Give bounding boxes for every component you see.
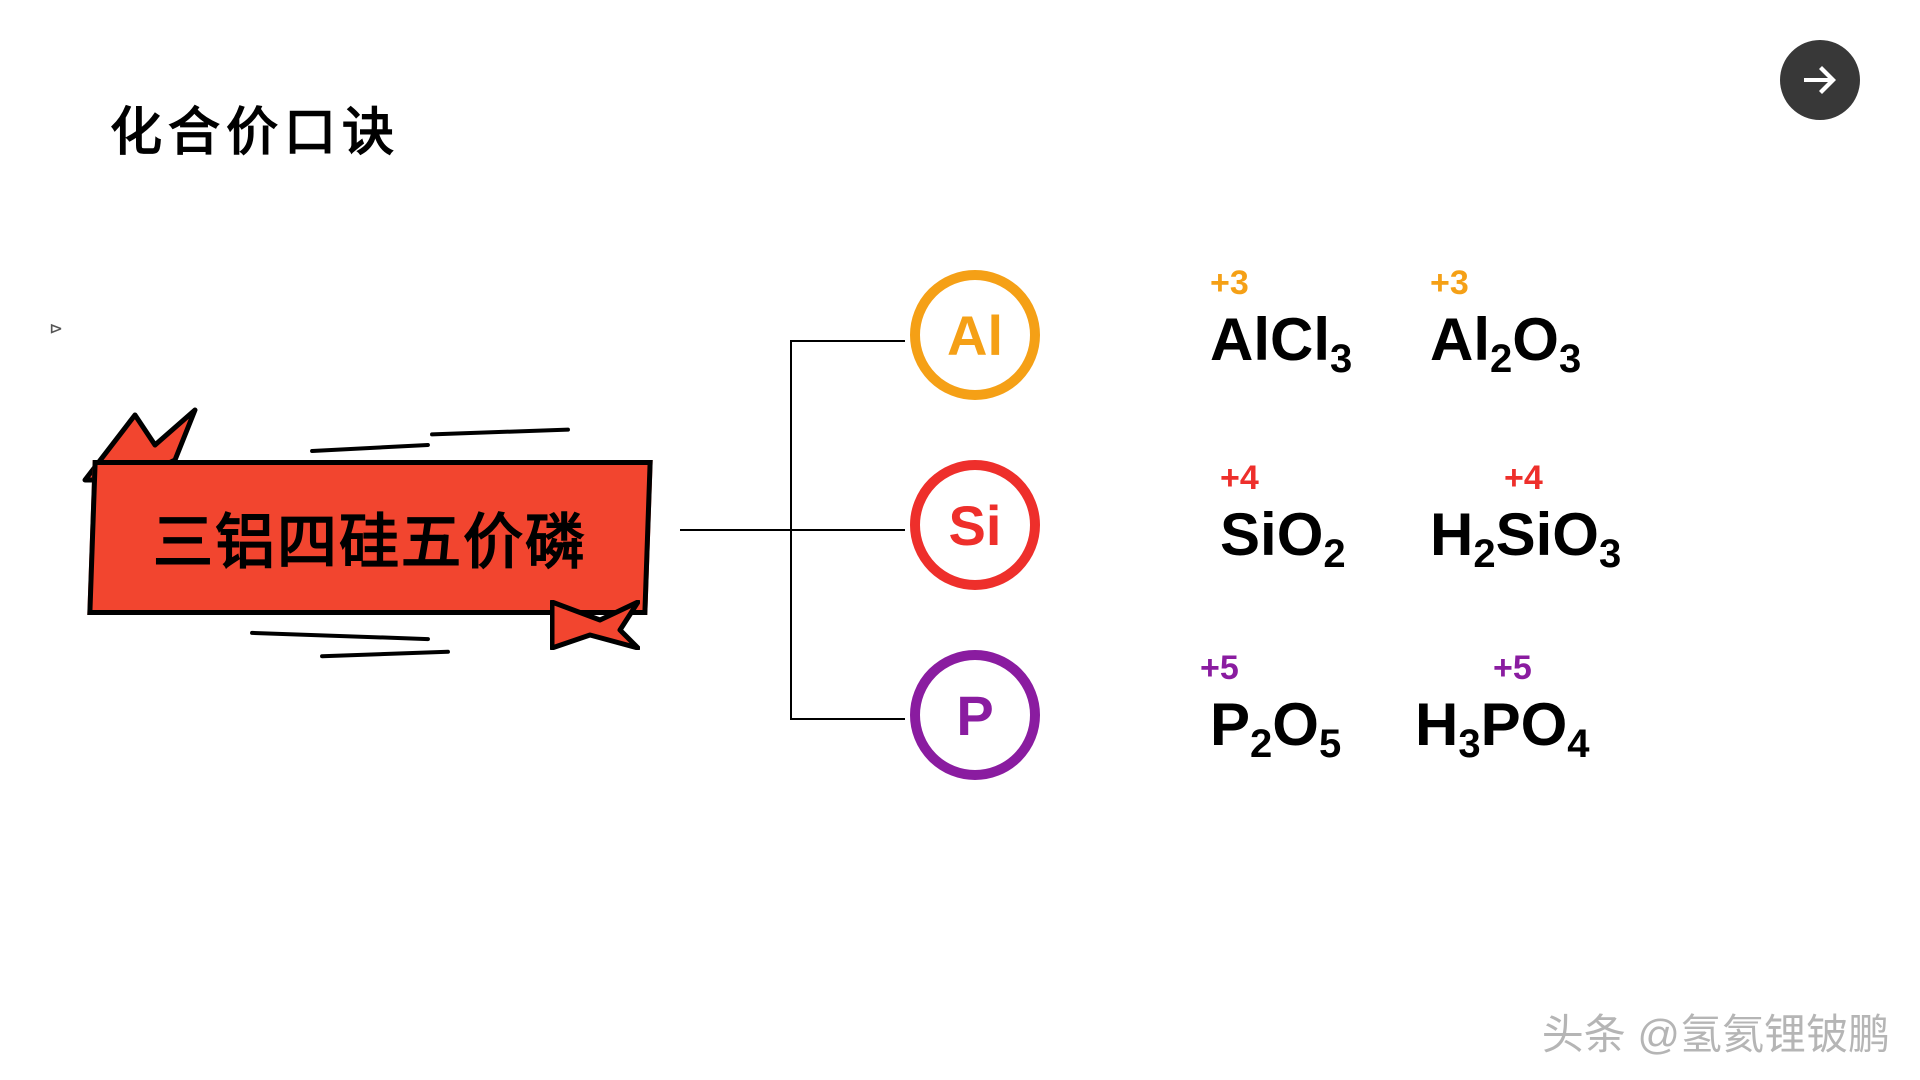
chem: A — [1210, 306, 1253, 373]
element-symbol: Si — [949, 493, 1002, 558]
charge-label: +4 — [1220, 461, 1259, 495]
formula-h2sio3: +4 H2SiO3 — [1430, 505, 1621, 574]
element-symbol: P — [956, 683, 993, 748]
sub: 2 — [1490, 337, 1512, 381]
chem: P — [1481, 691, 1521, 758]
chem: O — [1277, 501, 1324, 568]
charge-label: +5 — [1200, 651, 1239, 685]
banner-text: 三铝四硅五价磷 — [153, 494, 587, 581]
sub: 2 — [1250, 722, 1272, 766]
banner-body: 三铝四硅五价磷 — [87, 460, 652, 615]
formula-alcl3: +3 AlCl3 — [1210, 310, 1352, 379]
sub: 3 — [1599, 532, 1621, 576]
next-arrow-button[interactable] — [1780, 40, 1860, 120]
sub: 3 — [1559, 337, 1581, 381]
bracket-branch — [790, 340, 905, 342]
decor-stroke — [430, 428, 570, 437]
chem: H — [1415, 691, 1458, 758]
element-circle-p: P — [910, 650, 1040, 780]
bracket-branch — [790, 529, 905, 531]
page-title: 化合价口诀 — [110, 90, 400, 165]
sub: 4 — [1567, 722, 1589, 766]
decor-stroke — [320, 650, 450, 659]
decor-stroke — [250, 631, 430, 641]
sub: 2 — [1323, 532, 1345, 576]
decor-glyph: ⊳ — [50, 316, 62, 340]
mnemonic-banner: 三铝四硅五价磷 — [50, 350, 670, 680]
bracket-stem — [680, 529, 790, 531]
chem: H — [1430, 501, 1473, 568]
charge-label: +4 — [1504, 461, 1543, 495]
chem: O — [1521, 691, 1568, 758]
chem: lCl — [1253, 306, 1330, 373]
formula-sio2: +4 SiO2 — [1220, 505, 1346, 574]
flare-decor — [550, 600, 640, 650]
element-circle-si: Si — [910, 460, 1040, 590]
chem: l — [1473, 306, 1490, 373]
sub: 3 — [1458, 722, 1480, 766]
formula-al2o3: +3 Al2O3 — [1430, 310, 1581, 379]
arrow-right-icon — [1796, 56, 1844, 104]
charge-label: +5 — [1493, 651, 1532, 685]
charge-label: +3 — [1430, 266, 1469, 300]
sub: 2 — [1473, 532, 1495, 576]
element-circle-al: Al — [910, 270, 1040, 400]
chem: P — [1210, 691, 1250, 758]
sub: 3 — [1330, 337, 1352, 381]
chem: Si — [1220, 501, 1277, 568]
sub: 5 — [1319, 722, 1341, 766]
bracket — [680, 340, 910, 718]
element-symbol: Al — [947, 303, 1003, 368]
charge-label: +3 — [1210, 266, 1249, 300]
watermark: 头条 @氢氦锂铍鹏 — [1542, 1001, 1890, 1062]
chem: Si — [1496, 501, 1553, 568]
chem: O — [1552, 501, 1599, 568]
decor-stroke — [310, 443, 430, 453]
chem: A — [1430, 306, 1473, 373]
formula-p2o5: +5 P2O5 — [1210, 695, 1341, 764]
formula-h3po4: +5 H3PO4 — [1415, 695, 1590, 764]
bracket-branch — [790, 718, 905, 720]
chem: O — [1272, 691, 1319, 758]
chem: O — [1512, 306, 1559, 373]
